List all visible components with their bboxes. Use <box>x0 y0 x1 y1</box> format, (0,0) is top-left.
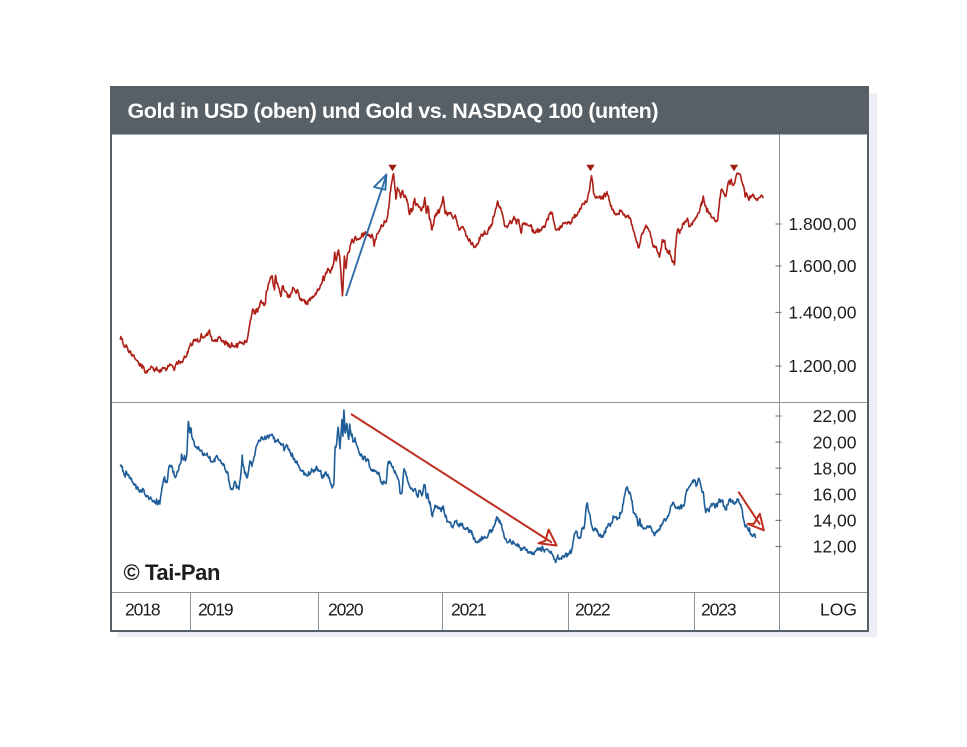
svg-text:2023: 2023 <box>701 600 736 620</box>
svg-text:LOG: LOG <box>820 600 857 620</box>
svg-text:2020: 2020 <box>328 600 364 620</box>
svg-text:1.400,00: 1.400,00 <box>788 303 856 323</box>
svg-text:2022: 2022 <box>575 600 610 620</box>
svg-text:2019: 2019 <box>198 600 233 620</box>
svg-text:20,00: 20,00 <box>813 432 857 452</box>
svg-text:2021: 2021 <box>451 600 486 620</box>
svg-text:16,00: 16,00 <box>813 485 857 505</box>
svg-text:12,00: 12,00 <box>813 537 857 557</box>
svg-text:18,00: 18,00 <box>813 458 857 478</box>
svg-text:Gold in USD (oben) und Gold vs: Gold in USD (oben) und Gold vs. NASDAQ 1… <box>128 99 659 123</box>
svg-text:1.600,00: 1.600,00 <box>788 256 856 276</box>
svg-text:2018: 2018 <box>125 600 160 620</box>
svg-text:14,00: 14,00 <box>813 511 857 531</box>
svg-text:1.800,00: 1.800,00 <box>788 214 856 234</box>
svg-text:1.200,00: 1.200,00 <box>788 356 856 376</box>
svg-text:22,00: 22,00 <box>813 406 857 426</box>
svg-text:© Tai-Pan: © Tai-Pan <box>124 560 221 585</box>
